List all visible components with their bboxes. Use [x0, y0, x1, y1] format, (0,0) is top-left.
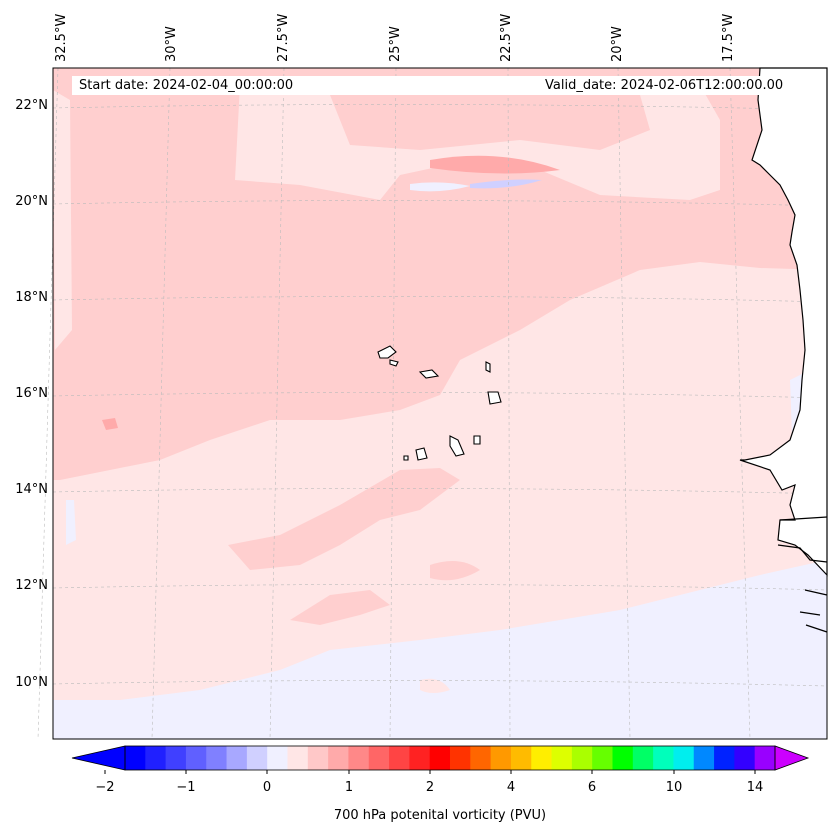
pv-field: [53, 68, 827, 739]
pv-streak-south-2: [290, 590, 390, 625]
lat-label: 18°N: [15, 290, 48, 305]
colorbar-swatch: [368, 746, 390, 770]
colorbar-swatch: [754, 746, 776, 770]
lat-label: 16°N: [15, 386, 48, 401]
lat-label: 14°N: [15, 482, 48, 497]
colorbar-title: 700 hPa potenital vorticity (PVU): [333, 808, 547, 823]
colorbar-frame: [124, 745, 776, 771]
colorbar-swatch: [632, 746, 654, 770]
island-sal: [485, 361, 491, 373]
island-boa-vista: [487, 391, 502, 405]
lon-label: 17.5°W: [721, 13, 736, 62]
colorbar-swatch: [185, 746, 207, 770]
colorbar-swatch: [206, 746, 228, 770]
lon-label: 30°W: [164, 26, 179, 62]
pv-spot-south-pink: [420, 678, 450, 693]
colorbar-swatch: [470, 746, 492, 770]
pv-band-north-2: [330, 95, 650, 150]
colorbar-swatch: [714, 746, 735, 770]
colorbar-tick-label: −1: [176, 780, 196, 795]
colorbar-swatch: [429, 746, 451, 770]
lon-label: 25°W: [388, 26, 403, 62]
colorbar-swatch: [612, 746, 634, 770]
lat-label: 22°N: [15, 98, 48, 113]
colorbar-tick-label: 1: [344, 780, 354, 795]
colorbar-swatch: [551, 746, 573, 770]
coast-line-south: [777, 516, 828, 633]
gridlines: [37, 67, 828, 740]
colorbar-swatch: [571, 746, 593, 770]
pv-left-strip: [53, 90, 72, 350]
colorbar-swatch: [287, 746, 309, 770]
colorbar-swatch: [307, 746, 329, 770]
island-santo-antao: [377, 345, 397, 359]
lat-label: 10°N: [15, 675, 48, 690]
colorbar-tick-label: 2: [425, 780, 435, 795]
island-maio: [473, 435, 481, 445]
colorbar-swatch: [693, 746, 715, 770]
colorbar-tick-label: 0: [262, 780, 272, 795]
pv-region-blue-south: [53, 560, 827, 739]
colorbar-tick-label: −2: [95, 780, 115, 795]
island-sao-nicolau: [418, 369, 440, 379]
colorbar-swatch: [490, 746, 512, 770]
pv-streak-blue: [470, 179, 542, 189]
lon-label: 20°W: [610, 26, 625, 62]
pv-spot-blue-w: [410, 182, 470, 192]
colorbar-swatch: [409, 746, 431, 770]
lat-label: 12°N: [15, 578, 48, 593]
start-date-label: Start date: 2024-02-04_00:00:00: [79, 76, 294, 95]
colorbar-swatch: [267, 746, 288, 770]
valid-date-label: Valid_date: 2024-02-06T12:00:00.00: [545, 76, 784, 95]
island-santiago: [449, 435, 465, 457]
colorbar-swatch: [328, 746, 349, 770]
colorbar-swatch: [510, 746, 532, 770]
island-sao-vicente: [389, 359, 399, 367]
lat-label: 20°N: [15, 194, 48, 209]
colorbar-swatch: [145, 746, 167, 770]
island-brava: [403, 455, 409, 461]
colorbar-swatch: [734, 746, 756, 770]
colorbar-swatch: [165, 746, 187, 770]
lon-label: 32.5°W: [54, 13, 69, 62]
colorbar-swatch: [531, 746, 553, 770]
pv-streak-dark: [430, 155, 560, 174]
colorbar-swatch: [246, 746, 268, 770]
colorbar-under-arrow: [71, 745, 126, 771]
cape-verde-islands: [377, 345, 502, 461]
colorbar-tick-label: 4: [506, 780, 516, 795]
lon-label: 22.5°W: [499, 13, 514, 62]
africa-land: [739, 67, 828, 577]
colorbar-swatch: [653, 746, 674, 770]
colorbar-swatch: [125, 746, 146, 770]
colorbar-swatch: [226, 746, 248, 770]
colorbar-swatch: [592, 746, 613, 770]
island-fogo: [415, 447, 428, 461]
colorbar-swatch: [450, 746, 471, 770]
colorbar-tick-label: 6: [587, 780, 597, 795]
colorbar-tick-label: 10: [665, 780, 683, 795]
colorbar: [71, 745, 810, 774]
map-frame: [52, 67, 828, 740]
colorbar-swatch: [348, 746, 370, 770]
colorbar-swatch: [389, 746, 410, 770]
pv-spot-red: [102, 418, 118, 430]
pv-streak-south-1: [228, 468, 460, 570]
colorbar-tick-label: 14: [746, 780, 764, 795]
colorbar-over-arrow: [774, 745, 810, 771]
colorbar-swatch: [673, 746, 695, 770]
pv-left-blue: [66, 500, 76, 545]
lon-label: 27.5°W: [276, 13, 291, 62]
pv-spot-south: [430, 561, 480, 581]
